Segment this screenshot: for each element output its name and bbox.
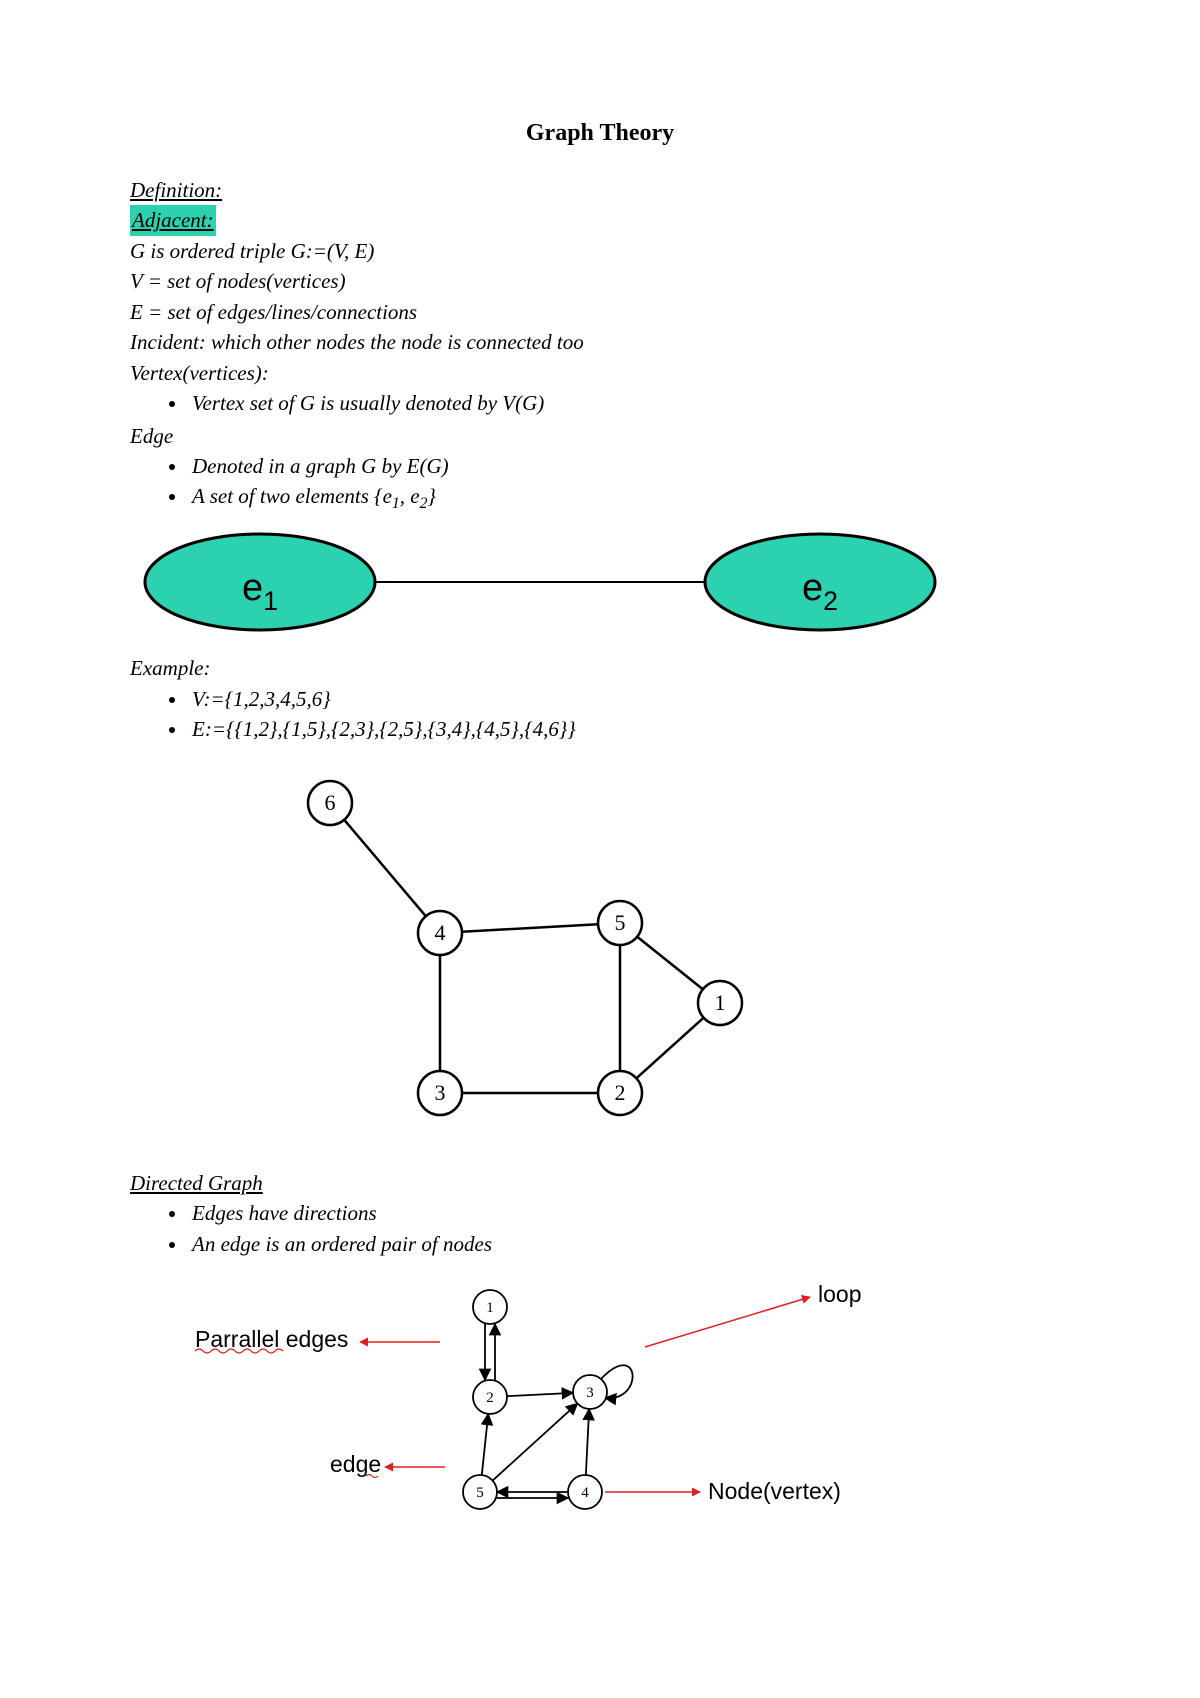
directed-bullet-1: Edges have directions: [188, 1198, 1070, 1228]
def-line-1: G is ordered triple G:=(V, E): [130, 239, 374, 263]
page-title: Graph Theory: [130, 120, 1070, 147]
svg-text:Parrallel edges: Parrallel edges: [195, 1326, 348, 1352]
edge-label: Edge: [130, 421, 1070, 451]
example-bullet-1: V:={1,2,3,4,5,6}: [188, 684, 1070, 714]
def-line-2: V = set of nodes(vertices): [130, 269, 346, 293]
svg-text:5: 5: [615, 910, 626, 935]
edge-bullet-1: Denoted in a graph G by E(G): [188, 451, 1070, 481]
directed-bullet-2: An edge is an ordered pair of nodes: [188, 1229, 1070, 1259]
svg-text:4: 4: [581, 1485, 589, 1501]
def-line-5: Vertex(vertices):: [130, 361, 269, 385]
example-bullet-2: E:={{1,2},{1,5},{2,3},{2,5},{3,4},{4,5},…: [188, 714, 1070, 744]
svg-text:Node(vertex): Node(vertex): [708, 1478, 841, 1504]
edge-bullet-2: A set of two elements {e1, e2}: [188, 481, 1070, 516]
svg-text:3: 3: [435, 1080, 446, 1105]
svg-text:3: 3: [586, 1385, 594, 1401]
vertex-bullet: Vertex set of G is usually denoted by V(…: [188, 388, 1070, 418]
svg-text:2: 2: [615, 1080, 626, 1105]
adjacent-heading: Adjacent:: [130, 205, 216, 235]
svg-text:1: 1: [486, 1300, 494, 1316]
svg-text:4: 4: [435, 920, 446, 945]
svg-text:edge: edge: [330, 1451, 381, 1477]
directed-graph-heading: Directed Graph: [130, 1171, 263, 1195]
def-line-4: Incident: which other nodes the node is …: [130, 330, 584, 354]
directed-graph-diagram: 1 2 3 5 4 loop Parrallel edges edge Node(vertex): [190, 1267, 1070, 1552]
svg-text:2: 2: [486, 1390, 494, 1406]
edge-ellipse-diagram: e1e2: [130, 524, 1070, 649]
def-line-3: E = set of edges/lines/connections: [130, 300, 417, 324]
svg-text:1: 1: [715, 990, 726, 1015]
svg-text:5: 5: [476, 1485, 484, 1501]
example-heading: Example:: [130, 656, 210, 680]
svg-text:loop: loop: [818, 1281, 861, 1307]
svg-text:6: 6: [325, 790, 336, 815]
definition-heading: Definition:: [130, 178, 222, 202]
graph-example-diagram: 6 4 5 1 3 2: [250, 753, 1070, 1158]
